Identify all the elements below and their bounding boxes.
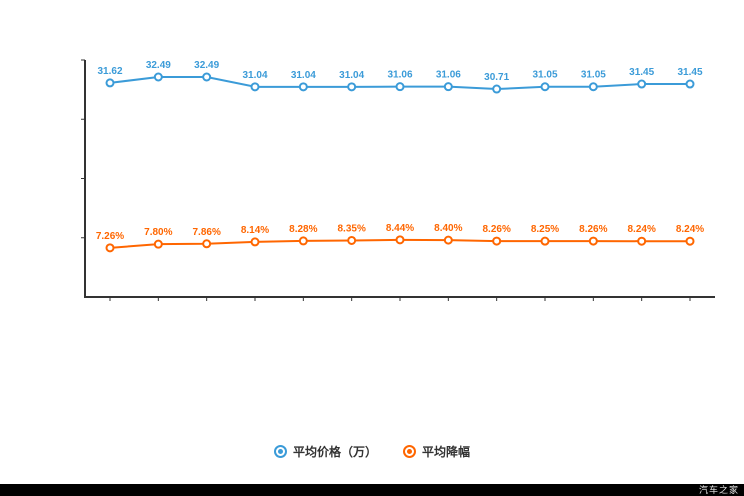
data-point-marker[interactable] <box>202 72 212 82</box>
data-point-marker[interactable] <box>540 236 550 246</box>
chart-legend: 平均价格（万） 平均降幅 <box>0 443 744 460</box>
data-point-label: 31.45 <box>629 67 654 78</box>
data-point-label: 8.35% <box>337 223 365 234</box>
legend-item-avg-discount[interactable]: 平均降幅 <box>403 443 470 460</box>
data-point-label: 32.49 <box>146 60 171 71</box>
data-point-label: 31.06 <box>387 70 412 81</box>
data-point-marker[interactable] <box>298 82 308 92</box>
data-point-marker[interactable] <box>492 84 502 94</box>
data-point-label: 31.04 <box>339 70 364 81</box>
data-point-label: 8.40% <box>434 223 462 234</box>
data-point-label: 31.04 <box>242 70 267 81</box>
data-point-label: 31.45 <box>677 67 702 78</box>
legend-marker-blue-icon <box>273 445 287 458</box>
data-point-marker[interactable] <box>637 79 647 89</box>
data-point-marker[interactable] <box>443 82 453 92</box>
axes <box>81 59 715 301</box>
data-point-marker[interactable] <box>298 236 308 246</box>
data-point-marker[interactable] <box>685 79 695 89</box>
data-point-label: 8.26% <box>579 224 607 235</box>
data-point-label: 31.04 <box>291 70 316 81</box>
data-point-marker[interactable] <box>347 235 357 245</box>
data-point-marker[interactable] <box>588 82 598 92</box>
legend-label: 平均降幅 <box>422 445 471 459</box>
data-point-label: 8.24% <box>676 224 704 235</box>
data-point-label: 31.05 <box>532 70 557 81</box>
data-point-marker[interactable] <box>153 72 163 82</box>
data-point-marker[interactable] <box>153 239 163 249</box>
data-point-marker[interactable] <box>685 236 695 246</box>
brand-watermark: 汽车之家 <box>698 485 739 495</box>
data-point-label: 31.62 <box>97 66 122 77</box>
data-point-marker[interactable] <box>202 239 212 249</box>
data-point-marker[interactable] <box>492 236 502 246</box>
watermark-bar: 汽车之家 <box>0 484 744 496</box>
data-point-marker[interactable] <box>540 82 550 92</box>
data-point-marker[interactable] <box>105 78 115 88</box>
data-point-marker[interactable] <box>637 236 647 246</box>
legend-marker-orange-icon <box>403 445 416 458</box>
data-point-marker[interactable] <box>395 235 405 245</box>
series-0: 31.62 32.49 32.49 31.04 31.04 31.04 31.06 31.06… <box>97 60 703 94</box>
legend-label: 平均价格（万） <box>292 445 377 459</box>
data-point-marker[interactable] <box>105 243 115 253</box>
data-point-label: 31.05 <box>581 70 606 81</box>
data-point-label: 8.44% <box>386 223 414 234</box>
data-point-label: 31.06 <box>436 70 461 81</box>
data-point-label: 7.80% <box>144 227 172 238</box>
data-point-label: 8.25% <box>531 224 559 235</box>
data-point-marker[interactable] <box>250 237 260 247</box>
data-point-marker[interactable] <box>347 82 357 92</box>
data-point-marker[interactable] <box>588 236 598 246</box>
data-point-marker[interactable] <box>443 235 453 245</box>
data-point-label: 8.24% <box>627 224 655 235</box>
legend-item-avg-price[interactable]: 平均价格（万） <box>273 443 377 460</box>
series-1: 7.26% 7.80% 7.86% 8.14% 8.28% 8.35% 8.44% 8.40%… <box>96 223 704 253</box>
data-point-label: 32.49 <box>194 60 219 71</box>
data-point-label: 8.14% <box>241 225 269 236</box>
data-point-marker[interactable] <box>250 82 260 92</box>
data-point-label: 8.26% <box>482 224 510 235</box>
data-point-label: 7.86% <box>192 227 220 238</box>
data-point-label: 7.26% <box>96 231 124 242</box>
data-point-label: 30.71 <box>484 72 509 83</box>
data-point-label: 8.28% <box>289 224 317 235</box>
data-point-marker[interactable] <box>395 82 405 92</box>
